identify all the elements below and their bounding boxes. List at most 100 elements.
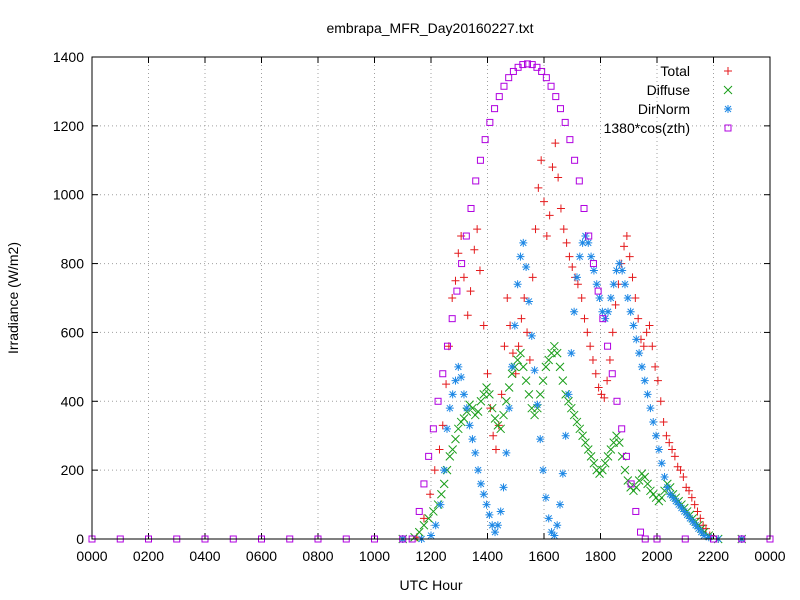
data-point	[640, 376, 649, 385]
data-point	[562, 238, 571, 247]
data-point	[588, 355, 597, 364]
data-point	[604, 307, 613, 316]
data-point	[425, 452, 433, 460]
data-point	[547, 528, 556, 537]
series-1	[398, 341, 747, 544]
data-point	[443, 342, 451, 350]
data-point	[419, 514, 428, 523]
data-point	[618, 425, 626, 433]
data-point	[519, 238, 528, 247]
data-point	[679, 473, 688, 482]
data-point	[651, 362, 660, 371]
data-point	[556, 500, 565, 509]
data-point	[623, 294, 632, 302]
data-point	[564, 390, 573, 399]
data-point	[605, 355, 614, 364]
legend-marker	[724, 105, 732, 113]
data-point	[414, 527, 424, 537]
data-point	[476, 479, 485, 488]
data-point	[570, 307, 579, 316]
data-point	[657, 493, 667, 503]
data-point	[568, 263, 577, 272]
data-point	[554, 173, 563, 182]
legend-label: Total	[660, 63, 690, 79]
data-point	[704, 533, 713, 542]
data-point	[427, 531, 435, 540]
data-point	[508, 349, 517, 358]
data-point	[660, 473, 669, 482]
data-point	[618, 266, 627, 275]
data-point	[700, 531, 709, 540]
data-point	[589, 266, 598, 275]
data-point	[495, 93, 503, 101]
data-point	[511, 369, 520, 378]
data-point	[685, 486, 694, 495]
data-point	[440, 466, 449, 475]
data-point	[509, 67, 517, 75]
data-point	[565, 252, 574, 261]
data-point	[659, 417, 668, 426]
data-point	[516, 348, 525, 358]
data-point	[501, 396, 511, 406]
data-point	[476, 396, 486, 406]
data-point	[448, 315, 456, 323]
x-tick-label: 2000	[641, 548, 672, 564]
data-point	[541, 493, 550, 502]
data-point	[537, 156, 546, 165]
data-point	[578, 238, 587, 247]
data-point	[668, 445, 677, 454]
data-point	[538, 376, 548, 385]
data-point	[453, 287, 461, 295]
data-point	[519, 61, 527, 69]
y-tick-label: 600	[61, 324, 85, 340]
y-tick-label: 800	[61, 256, 85, 272]
data-point	[453, 424, 463, 434]
data-point	[438, 421, 447, 430]
data-point	[566, 403, 576, 413]
data-point	[485, 390, 494, 399]
data-point	[483, 369, 492, 378]
data-point	[539, 466, 548, 475]
data-point	[646, 404, 655, 413]
data-point	[640, 472, 650, 482]
data-point	[694, 524, 703, 533]
data-point	[533, 63, 541, 71]
data-point	[520, 294, 529, 302]
data-point	[723, 85, 733, 95]
data-point	[486, 404, 495, 413]
data-point	[696, 514, 705, 523]
data-point	[548, 163, 557, 172]
data-point	[592, 280, 601, 289]
data-point	[481, 136, 489, 144]
data-point	[613, 397, 621, 405]
data-point	[680, 507, 689, 516]
data-point	[545, 211, 554, 220]
data-point	[473, 407, 483, 416]
data-point	[474, 466, 483, 475]
data-point	[534, 183, 543, 192]
data-point	[594, 383, 603, 392]
data-point	[631, 294, 640, 302]
data-point	[510, 321, 519, 330]
data-point	[622, 452, 630, 460]
data-point	[558, 376, 568, 385]
data-point	[530, 366, 539, 375]
data-point	[663, 483, 672, 492]
data-point	[530, 410, 539, 420]
data-point	[573, 280, 582, 289]
data-point	[657, 459, 666, 468]
data-point	[589, 260, 597, 268]
data-point	[552, 348, 562, 358]
data-point	[555, 362, 565, 372]
data-point	[564, 396, 573, 406]
data-point	[580, 314, 589, 323]
data-point	[475, 266, 484, 275]
series-0	[398, 139, 746, 543]
data-point	[687, 493, 696, 502]
data-point	[671, 497, 680, 506]
data-point	[513, 280, 522, 289]
x-tick-label: 0000	[76, 548, 107, 564]
data-point	[599, 315, 607, 323]
